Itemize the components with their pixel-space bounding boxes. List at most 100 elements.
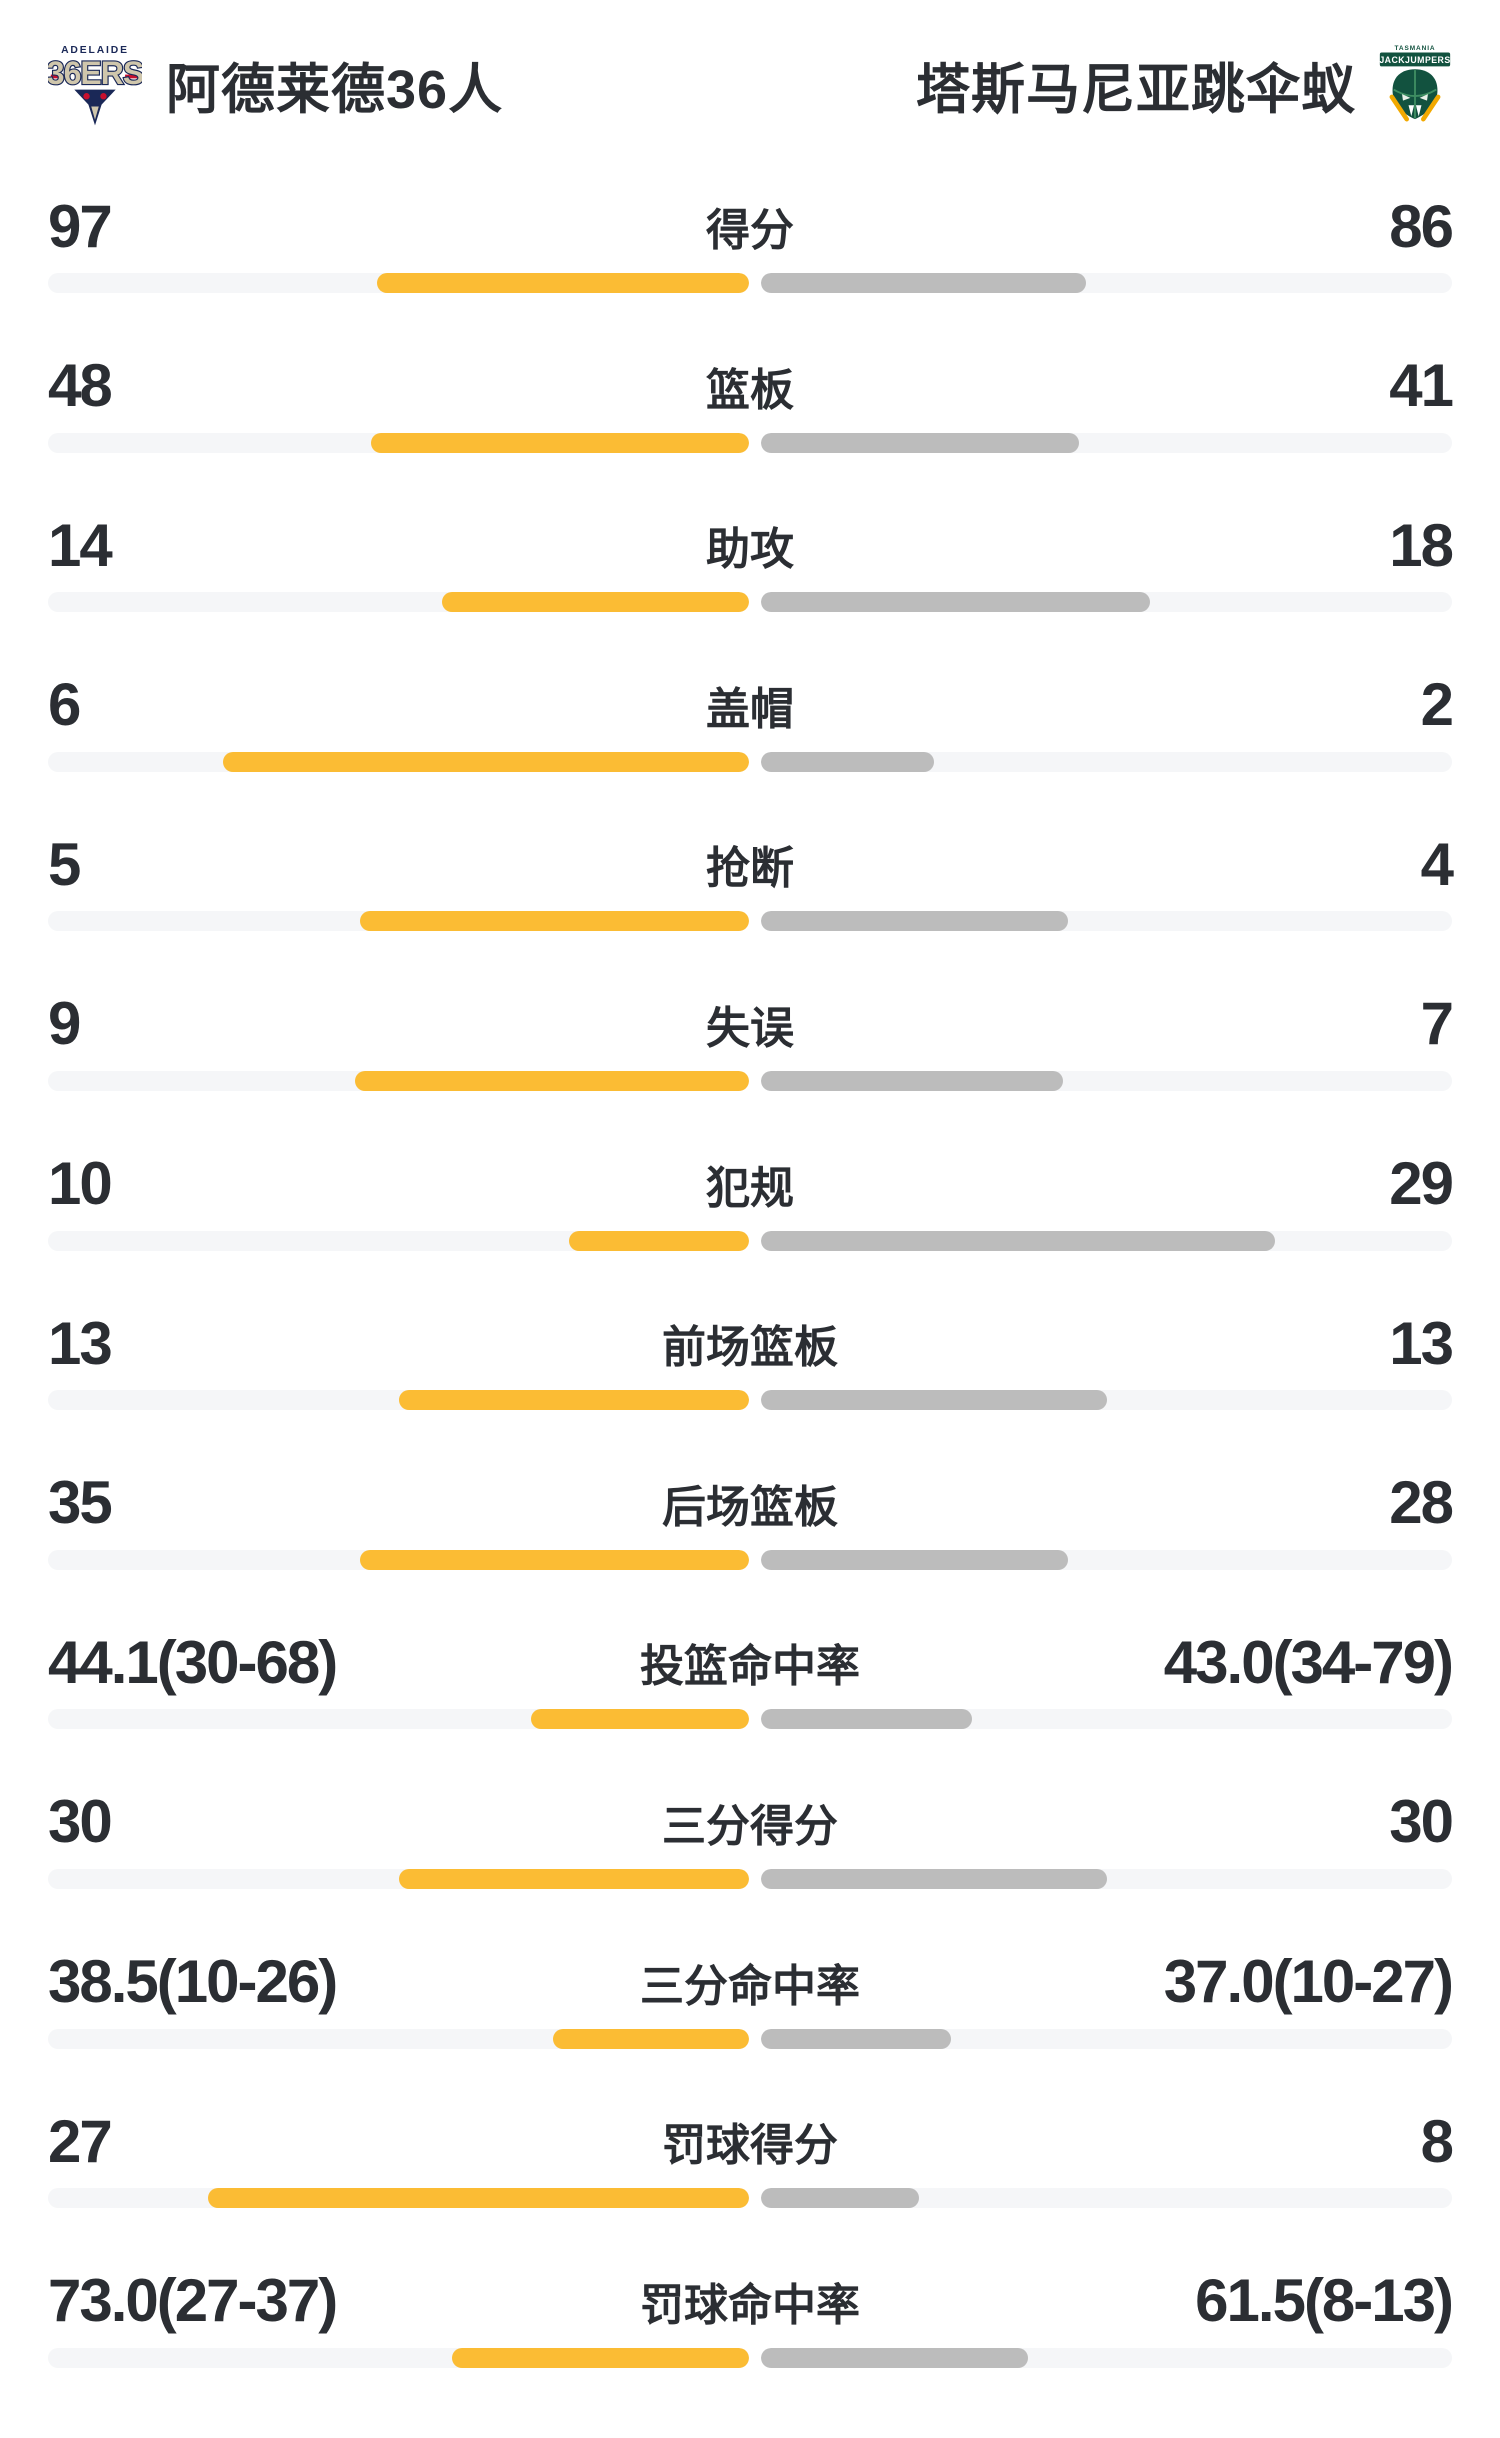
home-bar-fill <box>223 751 749 772</box>
away-team-value: 30 <box>1389 1788 1454 1856</box>
stat-row: 5 抢断 4 <box>48 828 1454 988</box>
home-team-value: 97 <box>48 192 113 260</box>
home-bar-track <box>48 592 749 613</box>
home-team-value: 30 <box>48 1788 113 1856</box>
away-bar-track <box>761 751 1452 772</box>
stat-row: 9 失误 7 <box>48 988 1454 1148</box>
stat-row: 6 盖帽 2 <box>48 669 1454 829</box>
stat-bars <box>48 1390 1452 1411</box>
away-team-value: 41 <box>1389 352 1454 420</box>
away-team-value: 7 <box>1420 990 1454 1058</box>
jackjumpers-logo-antenna-right <box>1421 94 1441 122</box>
jackjumpers-logo-banner-text: JACKJUMPERS <box>1379 55 1450 65</box>
home-bar-track <box>48 1868 749 1889</box>
home-bar-track <box>48 1709 749 1730</box>
match-stats-page: ADELAIDE 36ERS 阿德莱德36人 塔斯马尼亚跳伞蚁 TASMANIA… <box>0 38 1500 2424</box>
stat-label: 得分 <box>706 206 794 255</box>
stat-row: 44.1(30-68) 投篮命中率 43.0(34-79) <box>48 1626 1454 1786</box>
stat-values-line: 10 犯规 29 <box>48 1148 1454 1220</box>
away-bar-fill <box>761 1549 1069 1570</box>
adelaide-logo-red-stripe-left <box>50 74 65 79</box>
home-bar-fill <box>208 2188 749 2209</box>
stat-label: 后场篮板 <box>662 1482 838 1532</box>
away-bar-track <box>761 1709 1452 1730</box>
stat-bars <box>48 1709 1452 1730</box>
away-bar-fill <box>761 751 934 772</box>
stat-values-line: 38.5(10-26) 三分命中率 37.0(10-27) <box>48 1946 1454 2018</box>
home-bar-track <box>48 751 749 772</box>
away-bar-fill <box>761 432 1080 453</box>
header: ADELAIDE 36ERS 阿德莱德36人 塔斯马尼亚跳伞蚁 TASMANIA… <box>48 38 1452 130</box>
jackjumpers-logo-eye-right <box>1419 94 1428 101</box>
adelaide-logo-red-stripe-right <box>125 74 140 79</box>
away-team-value: 28 <box>1389 1469 1454 1537</box>
stat-values-line: 14 助攻 18 <box>48 509 1454 581</box>
stat-values-line: 97 得分 86 <box>48 190 1454 262</box>
home-bar-fill <box>370 432 749 453</box>
stat-row: 35 后场篮板 28 <box>48 1467 1454 1627</box>
stat-label: 抢断 <box>706 844 794 894</box>
home-team-value: 44.1(30-68) <box>48 1628 338 1696</box>
stat-bars <box>48 273 1452 293</box>
away-bar-track <box>761 2028 1452 2049</box>
stat-bars <box>48 2347 1452 2368</box>
jackjumpers-logo-fang-left <box>1408 105 1415 117</box>
home-bar-track <box>48 2347 749 2368</box>
away-team-value: 2 <box>1420 671 1454 739</box>
stat-label: 助攻 <box>706 525 794 575</box>
home-team-value: 48 <box>48 352 113 420</box>
away-team-name: 塔斯马尼亚跳伞蚁 <box>916 59 1356 120</box>
home-team-value: 10 <box>48 1150 113 1218</box>
stat-bars <box>48 1868 1452 1889</box>
home-bar-fill <box>531 1709 749 1730</box>
jackjumpers-logo-banner <box>1379 52 1451 67</box>
away-bar-track <box>761 1868 1452 1889</box>
away-bar-track <box>761 2188 1452 2209</box>
home-bar-fill <box>359 911 749 932</box>
away-bar-fill <box>761 2188 919 2209</box>
adelaide-logo-bird-eye-left <box>83 93 90 100</box>
stat-values-line: 44.1(30-68) 投篮命中率 43.0(34-79) <box>48 1626 1454 1698</box>
stat-label: 罚球命中率 <box>640 2280 860 2330</box>
stat-values-line: 35 后场篮板 28 <box>48 1467 1454 1539</box>
stat-bars <box>48 592 1452 613</box>
home-team-name: 阿德莱德36人 <box>166 59 504 120</box>
away-bar-fill <box>761 1230 1275 1251</box>
away-team-value: 13 <box>1389 1309 1454 1377</box>
home-bar-fill <box>451 2347 749 2368</box>
away-bar-track <box>761 1549 1452 1570</box>
stat-label: 罚球得分 <box>662 2121 838 2171</box>
stats-list: 97 得分 86 48 篮板 41 <box>48 190 1454 2424</box>
stat-bars <box>48 1070 1452 1091</box>
stat-bars <box>48 751 1452 772</box>
away-bar-fill <box>761 273 1086 293</box>
stat-label: 失误 <box>706 1003 794 1053</box>
jackjumpers-logo-eye-left <box>1402 94 1411 101</box>
home-bar-track <box>48 2188 749 2209</box>
away-bar-fill <box>761 1070 1064 1091</box>
away-bar-fill <box>761 2028 952 2049</box>
stat-values-line: 6 盖帽 2 <box>48 669 1454 741</box>
stat-bars <box>48 2188 1452 2209</box>
stat-bars <box>48 1230 1452 1251</box>
away-bar-track <box>761 1070 1452 1091</box>
home-team-value: 14 <box>48 511 113 579</box>
stat-row: 27 罚球得分 8 <box>48 2105 1454 2265</box>
stat-label: 犯规 <box>706 1163 794 1213</box>
home-bar-fill <box>398 1390 749 1411</box>
home-bar-fill <box>398 1868 749 1889</box>
home-bar-fill <box>377 273 749 293</box>
home-team-value: 6 <box>48 671 81 739</box>
stat-row: 30 三分得分 30 <box>48 1786 1454 1946</box>
home-team-value: 73.0(27-37) <box>48 2267 338 2335</box>
stat-bars <box>48 2028 1452 2049</box>
home-bar-track <box>48 1070 749 1091</box>
away-bar-track <box>761 432 1452 453</box>
away-team-value: 61.5(8-13) <box>1195 2267 1454 2335</box>
away-bar-fill <box>761 1709 973 1730</box>
away-bar-track <box>761 1390 1452 1411</box>
home-team-value: 5 <box>48 830 81 898</box>
stat-row: 97 得分 86 <box>48 190 1454 350</box>
home-bar-track <box>48 2028 749 2049</box>
away-bar-track <box>761 1230 1452 1251</box>
